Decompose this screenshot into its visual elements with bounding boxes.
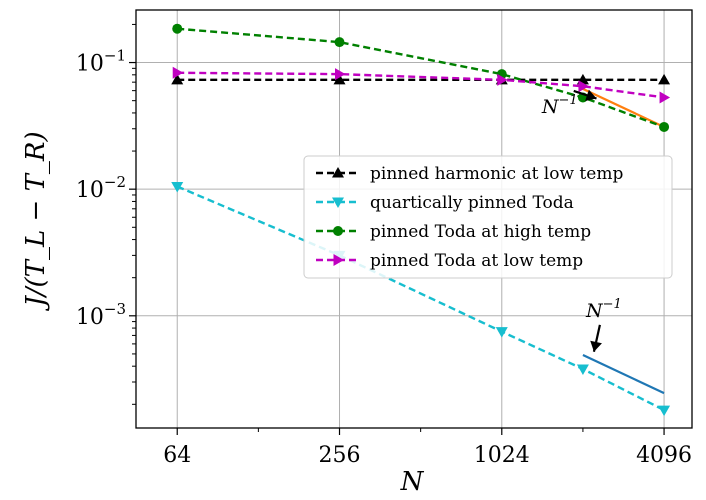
series-2 (172, 23, 670, 132)
annotation-layer: N−1 N−1 (541, 89, 622, 353)
legend-item: pinned harmonic at low temp (316, 164, 623, 184)
data-point (578, 80, 589, 93)
legend-marker (333, 254, 344, 266)
y-tick-label: 10−2 (76, 173, 126, 203)
legend: pinned harmonic at low temp quartically p… (303, 155, 673, 279)
series-3 (172, 66, 671, 104)
legend-item: pinned Toda at low temp (316, 251, 583, 271)
x-tick-label: 64 (163, 443, 191, 468)
data-point (171, 181, 184, 193)
data-point (658, 73, 671, 85)
legend-marker (332, 197, 344, 208)
tick-layer: 64 256 1024 4096 10−3 10−2 10−1 (76, 47, 692, 468)
annotation-label: N−1 (541, 93, 578, 118)
data-point (659, 91, 671, 104)
minor-ticks-layer (132, 23, 584, 432)
reference-lines-layer (582, 87, 665, 395)
annotation-arrowhead (590, 340, 602, 352)
data-point (334, 37, 345, 48)
x-axis-label: N (400, 467, 425, 497)
data-point (333, 73, 346, 85)
data-point (659, 121, 670, 132)
plot-frame (135, 9, 693, 429)
reference-line (582, 354, 665, 395)
legend-label: pinned Toda at high temp (370, 222, 591, 242)
legend-marker (332, 167, 344, 178)
data-point (172, 66, 184, 79)
data-point (335, 68, 346, 81)
legend-item: pinned Toda at high temp (316, 222, 591, 242)
series-layer (171, 23, 671, 417)
y-axis-label: J/(T_L − T_R) (21, 131, 51, 311)
reference-line (582, 87, 665, 128)
legend-box (303, 155, 673, 279)
data-point (497, 73, 508, 86)
y-tick-label: 10−1 (76, 47, 126, 77)
legend-marker (333, 226, 343, 236)
data-point (171, 73, 184, 85)
legend-label: quartically pinned Toda (370, 193, 574, 213)
data-point (658, 405, 671, 417)
y-tick-label: 10−3 (76, 300, 126, 330)
legend-label: pinned harmonic at low temp (370, 164, 623, 184)
data-point (576, 364, 589, 376)
x-tick-label: 256 (319, 443, 361, 468)
annotation-label: N−1 (585, 297, 622, 322)
legend-item: quartically pinned Toda (316, 193, 574, 213)
x-tick-label: 1024 (474, 443, 530, 468)
annotation-arrowhead (585, 89, 597, 102)
series-line (177, 27, 665, 129)
data-point (495, 327, 508, 338)
x-tick-label: 4096 (636, 443, 692, 468)
series-0 (171, 73, 671, 85)
legend-label: pinned Toda at low temp (370, 251, 583, 271)
data-point (172, 23, 183, 34)
